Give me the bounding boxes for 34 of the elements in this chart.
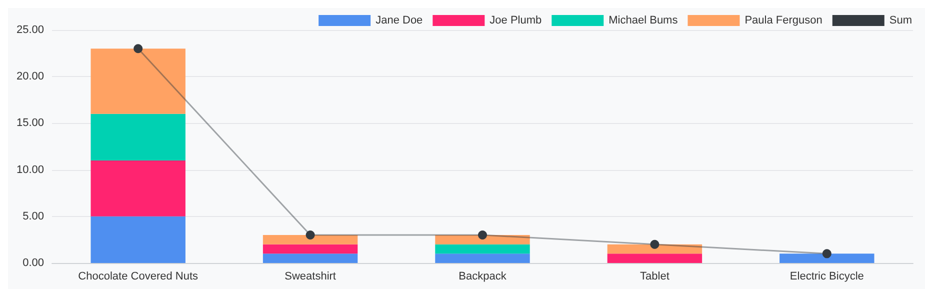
x-tick-label: Sweatshirt	[284, 270, 336, 282]
legend-label: Paula Ferguson	[744, 14, 822, 26]
y-tick-label: 25.00	[16, 24, 44, 36]
bar	[262, 244, 358, 254]
bar	[607, 244, 702, 254]
bar	[262, 235, 358, 244]
bar	[607, 254, 702, 263]
legend-label: Jane Doe	[376, 14, 423, 26]
point	[478, 230, 487, 240]
bar	[435, 235, 530, 244]
x-tick-label: Tablet	[640, 270, 670, 282]
bar	[435, 254, 530, 263]
bar	[90, 216, 186, 263]
bar	[90, 160, 186, 216]
x-tick-label: Electric Bicycle	[790, 270, 864, 282]
point	[650, 240, 660, 249]
y-tick-label: 10.00	[16, 164, 44, 176]
bar	[780, 254, 874, 263]
bar	[262, 254, 358, 263]
y-tick-label: 15.00	[16, 117, 44, 130]
x-tick-label: Backpack	[458, 270, 507, 282]
y-tick-label: 0.00	[22, 257, 44, 269]
point	[134, 44, 143, 54]
y-tick-label: 5.00	[22, 210, 44, 222]
point	[306, 230, 315, 240]
bar	[90, 114, 186, 160]
x-tick-label: Chocolate Covered Nuts	[78, 270, 199, 282]
bar	[435, 244, 530, 254]
legend-label: Joe Plumb	[490, 14, 542, 26]
bar	[90, 48, 186, 114]
legend-label: Michael Bums	[608, 14, 678, 26]
y-tick-label: 20.00	[16, 70, 44, 83]
legend-label: Sum	[889, 14, 912, 26]
point	[822, 249, 832, 258]
